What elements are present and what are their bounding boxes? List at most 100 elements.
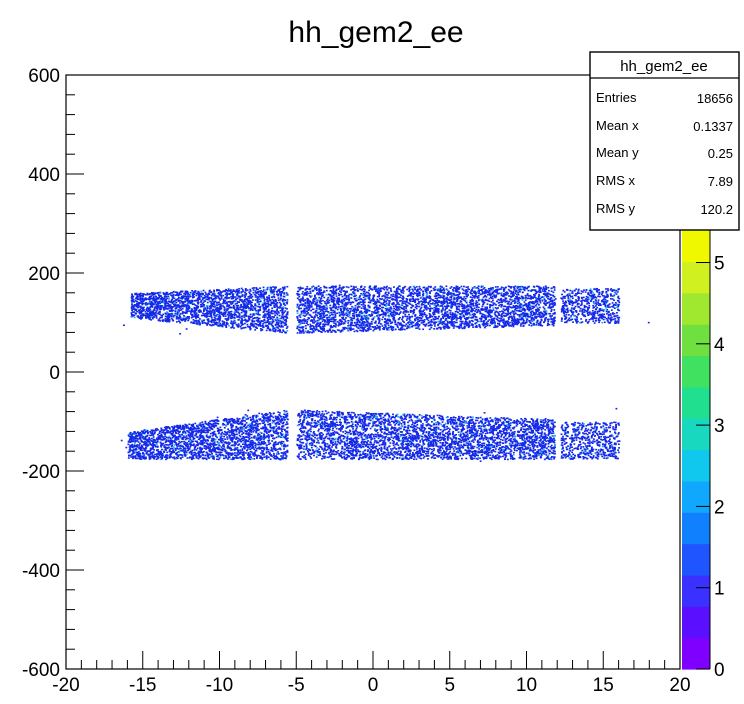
data-point — [472, 315, 475, 317]
data-point — [368, 324, 371, 327]
data-point — [242, 300, 245, 303]
data-point — [283, 292, 286, 294]
data-point — [467, 325, 470, 328]
data-point — [335, 285, 337, 288]
data-point — [375, 308, 378, 311]
data-point — [401, 315, 404, 318]
data-point — [245, 292, 248, 295]
data-point — [240, 299, 243, 301]
data-point — [507, 308, 510, 311]
data-point — [427, 322, 430, 324]
data-point — [391, 299, 394, 301]
data-point — [252, 313, 255, 315]
data-point — [215, 308, 218, 310]
data-point — [491, 299, 494, 302]
data-point — [264, 308, 267, 310]
data-point — [267, 325, 270, 328]
data-point — [356, 322, 358, 324]
data-point — [537, 290, 540, 293]
data-point — [270, 288, 272, 291]
data-point — [355, 299, 358, 302]
data-point — [133, 303, 136, 306]
data-point — [232, 293, 235, 295]
data-point — [442, 317, 445, 320]
data-point — [168, 304, 171, 306]
data-point — [361, 327, 364, 330]
data-point — [477, 299, 480, 302]
data-point — [521, 291, 524, 294]
data-point — [492, 287, 494, 290]
data-point — [216, 321, 218, 324]
data-point — [399, 322, 402, 325]
data-point — [145, 316, 148, 319]
data-point — [322, 310, 325, 313]
data-point — [306, 306, 308, 308]
data-point — [259, 287, 262, 289]
data-point — [378, 317, 381, 320]
data-point — [258, 290, 261, 293]
data-point — [408, 316, 411, 318]
data-point — [174, 308, 177, 310]
data-point — [215, 289, 218, 292]
data-point — [433, 306, 436, 309]
data-point — [484, 289, 487, 291]
data-point — [389, 313, 392, 316]
data-point — [518, 296, 521, 299]
data-point — [552, 324, 555, 327]
data-point — [182, 296, 185, 299]
data-point — [238, 314, 241, 316]
data-point — [282, 321, 285, 323]
data-point — [180, 318, 182, 320]
data-point — [174, 314, 177, 317]
data-point — [152, 296, 155, 298]
data-point — [162, 292, 165, 294]
data-point — [418, 317, 421, 319]
data-point — [455, 297, 458, 299]
data-point — [308, 313, 311, 316]
data-point — [471, 303, 474, 306]
data-point — [155, 310, 158, 312]
data-point — [173, 300, 175, 303]
data-point — [402, 302, 404, 305]
data-point — [256, 323, 259, 326]
data-point — [298, 319, 301, 321]
data-point — [429, 292, 432, 294]
data-point — [237, 311, 240, 314]
data-point — [277, 312, 280, 314]
data-point — [412, 300, 415, 303]
data-point — [538, 295, 541, 297]
data-point — [528, 324, 531, 326]
data-point — [357, 323, 360, 326]
data-point — [371, 297, 374, 300]
data-point — [246, 299, 249, 302]
data-point — [159, 302, 161, 305]
data-point — [532, 301, 535, 303]
data-point — [334, 320, 336, 322]
data-point — [311, 328, 313, 330]
data-point — [254, 307, 257, 309]
data-point — [427, 317, 430, 319]
data-point — [328, 315, 331, 318]
data-point — [312, 302, 315, 304]
data-point — [466, 312, 469, 315]
data-point — [485, 321, 488, 324]
data-point — [385, 294, 388, 296]
data-point — [447, 298, 450, 301]
data-point — [262, 326, 265, 328]
data-point — [477, 287, 480, 290]
data-point — [348, 327, 351, 329]
data-point — [312, 325, 315, 328]
data-point — [535, 291, 538, 294]
data-point — [423, 312, 426, 314]
data-point — [140, 297, 143, 300]
data-point — [378, 325, 381, 328]
data-point — [437, 323, 440, 326]
data-point — [452, 318, 454, 320]
data-point — [332, 298, 335, 301]
data-point — [343, 299, 346, 302]
data-point — [422, 297, 425, 299]
data-point — [226, 294, 228, 297]
data-point — [409, 286, 412, 288]
data-point — [265, 302, 267, 305]
data-point — [153, 303, 155, 306]
